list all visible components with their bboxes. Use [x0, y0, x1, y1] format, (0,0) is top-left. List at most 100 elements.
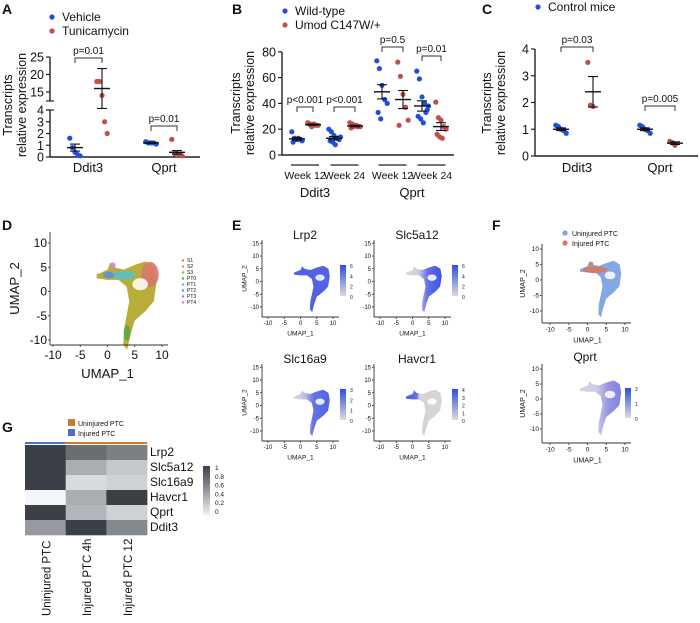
p-value-label: p=0.005 [642, 94, 679, 105]
legend-label: S3 [187, 270, 193, 276]
x-tick-label: 5 [315, 445, 319, 451]
y-tick-label: 3 [522, 69, 529, 83]
data-point [397, 73, 403, 79]
heatmap-cell [106, 460, 148, 476]
y-tick-label: 0 [535, 396, 539, 403]
legend-marker [181, 295, 185, 298]
p-value-label: p=0.03 [562, 35, 593, 46]
data-point [169, 136, 175, 142]
colorbar-tick-label: 0.6 [215, 483, 224, 490]
x-tick-label: 0 [411, 445, 415, 451]
x-tick-label: 5 [131, 348, 138, 362]
significance-bracket [560, 46, 594, 52]
cluster-pt2 [103, 271, 115, 279]
heatmap-cell [25, 490, 66, 506]
x-axis-label: UMAP_1 [287, 454, 314, 461]
y-tick-label: -5 [366, 292, 372, 298]
x-subcategory-label: Week 12 [284, 170, 325, 182]
row-label: Ddit3 [150, 520, 178, 534]
y-tick-label: 5 [40, 260, 47, 274]
y-axis-label: UMAP_2 [7, 262, 22, 315]
y-tick-label: 5 [368, 267, 372, 273]
colorbar-tick-label: 2 [462, 285, 465, 291]
y-axis-label: relative expression [494, 51, 508, 155]
data-point [96, 78, 102, 85]
y-tick-label: 15 [364, 241, 371, 247]
y-tick-label: 15 [252, 241, 259, 247]
cluster-pt0 [123, 324, 131, 341]
colorbar-tick-label: 0 [635, 417, 638, 423]
heatmap-cell [65, 445, 107, 461]
legend-label: Injured PTC [78, 431, 115, 438]
y-tick-label: -5 [254, 292, 260, 298]
y-tick-label: 0 [368, 404, 372, 410]
y-tick-label: 25 [30, 51, 44, 65]
x-tick-label: 5 [315, 321, 319, 327]
colorbar-tick-label: 3 [350, 388, 353, 394]
legend-label: Control mice [548, 0, 616, 14]
legend-label: Uninjured PTC [78, 421, 124, 428]
y-tick-label: 3 [37, 115, 44, 129]
column-annotation-bar [25, 442, 66, 444]
y-axis-label: UMAP_2 [519, 269, 527, 298]
legend-marker [562, 240, 568, 246]
x-tick-label: 5 [427, 321, 431, 327]
cluster-gap [604, 271, 616, 280]
colorbar-tick-label: 0.4 [215, 491, 224, 498]
colorbar-tick-label: 0 [462, 295, 465, 301]
legend-label: Vehicle [62, 10, 101, 24]
x-tick-label: 5 [604, 447, 608, 454]
heatmap-cell [65, 475, 107, 491]
legend-marker [181, 259, 185, 262]
data-point [439, 135, 445, 141]
heatmap-cell [25, 505, 66, 521]
x-tick-label: 10 [330, 321, 337, 327]
cell-cluster-region [580, 380, 622, 435]
heatmap-cell [25, 520, 66, 536]
x-tick-label: 10 [621, 327, 629, 334]
plot-title: Slc16a9 [283, 352, 327, 366]
x-tick-label: -5 [394, 445, 400, 451]
y-axis-label: Transcripts [1, 74, 15, 135]
x-tick-label: 0 [586, 327, 590, 334]
panel-label-g: G [2, 419, 13, 435]
p-value-label: p<0.001 [287, 95, 324, 106]
y-tick-label: 10 [532, 366, 540, 373]
heatmap-cell [106, 520, 148, 536]
colorbar-tick-label: 1 [350, 409, 353, 415]
x-axis-label: UMAP_1 [399, 330, 426, 337]
legend-marker [181, 301, 185, 304]
y-axis-label: Transcripts [229, 72, 243, 133]
cluster-gap [315, 398, 325, 405]
legend-marker [282, 8, 288, 14]
x-tick-label: -5 [282, 445, 288, 451]
x-tick-label: -5 [282, 321, 288, 327]
row-label: Slc16a9 [150, 475, 194, 489]
legend-label: Injured PTC [572, 241, 609, 248]
legend-marker [181, 283, 185, 286]
y-tick-label: -10 [530, 308, 540, 315]
data-point [376, 65, 382, 72]
y-axis-label: UMAP_2 [241, 265, 248, 292]
y-tick-label: 15 [252, 365, 259, 371]
data-point [289, 129, 295, 135]
significance-bracket [381, 46, 404, 52]
panel-label-f: F [492, 217, 501, 233]
colorbar-tick-label: 2 [350, 398, 353, 404]
data-point [374, 58, 380, 64]
y-tick-label: -10 [362, 429, 371, 435]
legend-label: PT4 [187, 300, 196, 306]
x-subcategory-label: Week 24 [324, 170, 365, 182]
y-axis-label: Transcripts [480, 72, 494, 133]
x-tick-label: -5 [394, 321, 400, 327]
x-tick-label: 0 [411, 321, 415, 327]
colorbar [203, 466, 210, 516]
column-label: Injured PTC 12 h [123, 529, 135, 616]
x-tick-label: 0 [299, 321, 303, 327]
data-point [104, 130, 110, 137]
heatmap-cell [106, 490, 148, 506]
legend-swatch [68, 419, 75, 426]
